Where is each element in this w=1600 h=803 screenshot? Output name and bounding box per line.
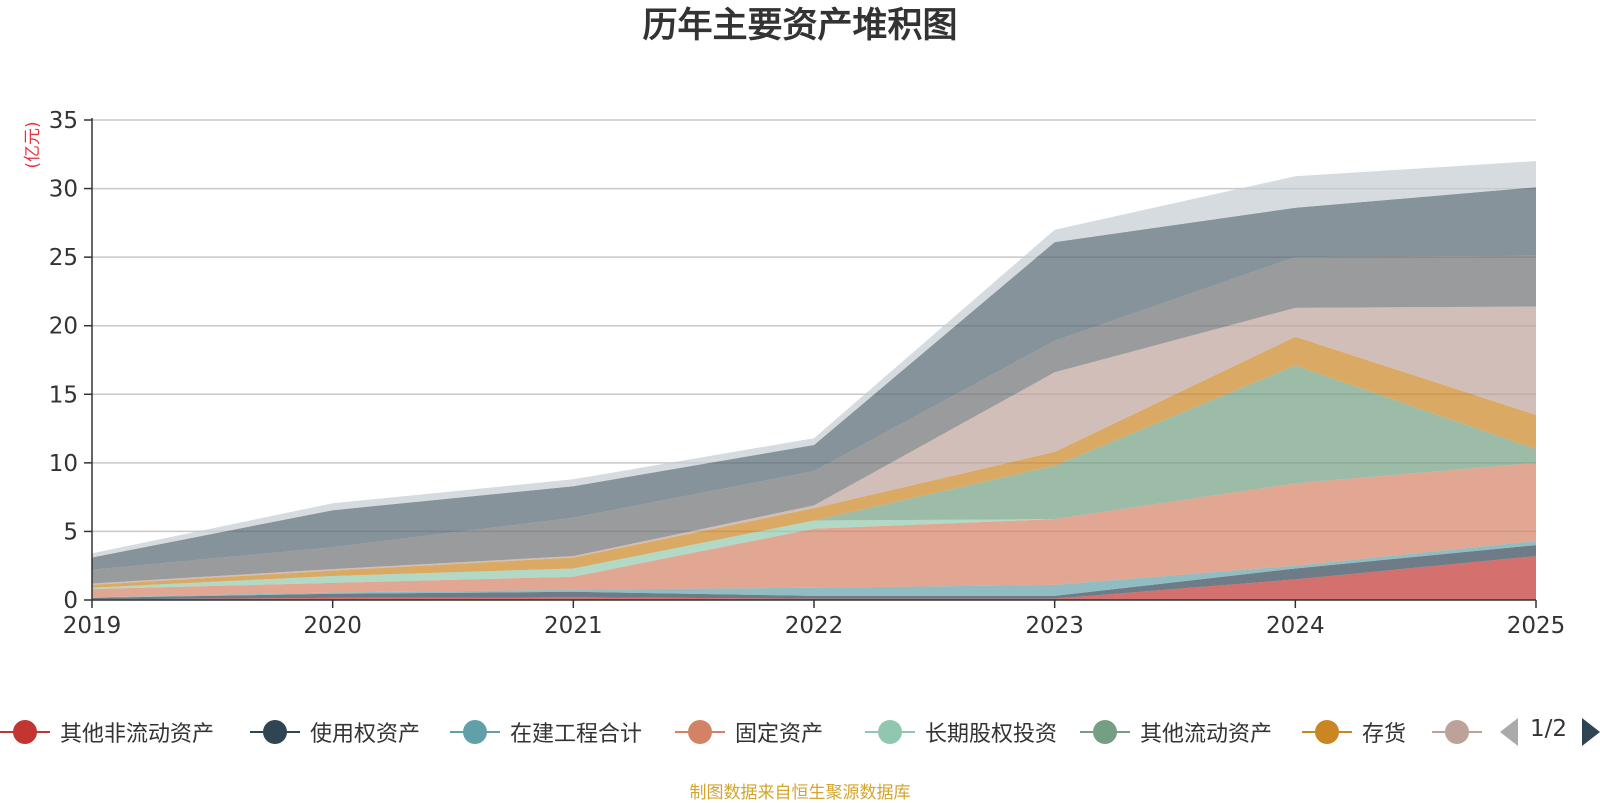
legend-symbol (1432, 717, 1482, 747)
legend-label: 使用权资产 (310, 722, 421, 747)
area-series-7[interactable] (92, 306, 1536, 585)
legend-item-6[interactable]: 存货 (1302, 712, 1406, 752)
y-tick-label: 35 (49, 108, 78, 134)
legend-next-page-icon[interactable] (1582, 718, 1600, 746)
area-series (92, 161, 1536, 600)
y-tick-label: 0 (63, 588, 78, 614)
chart-title: 历年主要资产堆积图 (642, 6, 958, 46)
x-tick-label: 2021 (544, 613, 603, 639)
legend-symbol (250, 717, 300, 747)
area-series-8[interactable] (92, 255, 1536, 584)
legend: 其他非流动资产 使用权资产 在建工程合计 固定资产 长期股权投资 其他流动资产 存货 1/2 (0, 712, 1600, 752)
y-axis-unit: (亿元) (23, 121, 43, 168)
x-tick-label: 2019 (63, 613, 122, 639)
area-series-9[interactable] (92, 187, 1536, 570)
legend-label: 存货 (1362, 722, 1407, 747)
area-series-3[interactable] (92, 462, 1536, 598)
legend-item-2[interactable]: 在建工程合计 (450, 712, 642, 752)
x-tick-label: 2025 (1507, 613, 1566, 639)
y-tick-label: 25 (49, 245, 78, 271)
y-tick-label: 30 (49, 177, 78, 203)
area-series-4[interactable] (92, 462, 1536, 589)
legend-page-indicator: 1/2 (1530, 716, 1568, 742)
y-tick-label: 10 (49, 451, 78, 477)
legend-item-3[interactable]: 固定资产 (675, 712, 823, 752)
y-tick-label: 15 (49, 382, 78, 408)
x-tick-label: 2023 (1025, 613, 1084, 639)
area-series-5[interactable] (92, 365, 1536, 588)
legend-item-7[interactable] (1432, 712, 1482, 752)
legend-symbol (1302, 717, 1352, 747)
legend-symbol (0, 717, 50, 747)
legend-symbol (675, 717, 725, 747)
legend-label: 其他流动资产 (1140, 722, 1273, 747)
legend-label: 固定资产 (735, 722, 824, 747)
legend-item-0[interactable]: 其他非流动资产 (0, 712, 214, 752)
legend-prev-page-icon[interactable] (1500, 718, 1518, 746)
area-series-1[interactable] (92, 545, 1536, 600)
x-tick-label: 2022 (785, 613, 844, 639)
legend-label: 在建工程合计 (510, 722, 643, 747)
legend-item-4[interactable]: 长期股权投资 (865, 712, 1057, 752)
source-note: 制图数据来自恒生聚源数据库 (689, 783, 911, 803)
legend-symbol (865, 717, 915, 747)
legend-symbol (450, 717, 500, 747)
y-tick-label: 20 (49, 314, 78, 340)
legend-item-1[interactable]: 使用权资产 (250, 712, 420, 752)
legend-label: 其他非流动资产 (60, 722, 215, 747)
legend-symbol (1080, 717, 1130, 747)
area-series-0[interactable] (92, 556, 1536, 600)
legend-item-5[interactable]: 其他流动资产 (1080, 712, 1272, 752)
x-tick-label: 2020 (303, 613, 362, 639)
y-tick-label: 5 (63, 519, 78, 545)
x-tick-label: 2024 (1266, 613, 1325, 639)
legend-label: 长期股权投资 (925, 722, 1058, 747)
area-series-6[interactable] (92, 336, 1536, 588)
